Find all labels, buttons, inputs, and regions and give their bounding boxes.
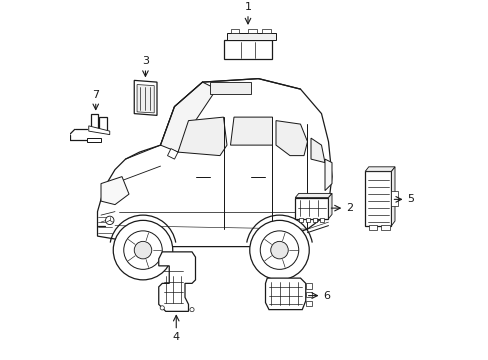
Bar xyxy=(90,114,98,127)
Bar xyxy=(226,33,275,40)
Polygon shape xyxy=(97,78,331,247)
Bar xyxy=(391,190,397,206)
Circle shape xyxy=(260,231,298,269)
Bar xyxy=(305,218,309,222)
Text: 7: 7 xyxy=(92,90,99,100)
Bar xyxy=(223,40,272,59)
Text: 6: 6 xyxy=(323,291,329,301)
Bar xyxy=(305,292,311,297)
Bar xyxy=(368,225,377,230)
Bar xyxy=(305,301,311,306)
Circle shape xyxy=(160,306,164,310)
Text: 5: 5 xyxy=(407,194,413,204)
Bar xyxy=(305,283,311,289)
Bar xyxy=(230,29,239,33)
Bar xyxy=(319,218,323,222)
Polygon shape xyxy=(325,159,331,190)
Bar xyxy=(247,29,256,33)
Text: 2: 2 xyxy=(346,203,352,213)
Polygon shape xyxy=(265,278,305,310)
Polygon shape xyxy=(101,177,129,204)
Polygon shape xyxy=(391,167,394,226)
Polygon shape xyxy=(167,149,178,159)
Text: 4: 4 xyxy=(172,332,180,342)
Circle shape xyxy=(105,216,114,225)
Bar xyxy=(312,218,316,222)
Bar xyxy=(209,82,251,94)
Polygon shape xyxy=(134,80,157,115)
Circle shape xyxy=(249,220,308,280)
Polygon shape xyxy=(137,85,154,113)
Bar xyxy=(87,138,101,142)
Circle shape xyxy=(123,231,162,269)
Bar xyxy=(99,117,107,131)
Circle shape xyxy=(113,220,172,280)
Polygon shape xyxy=(310,138,325,163)
Text: 1: 1 xyxy=(244,2,251,12)
Polygon shape xyxy=(178,117,226,156)
Polygon shape xyxy=(88,126,109,135)
Polygon shape xyxy=(160,82,216,152)
Circle shape xyxy=(189,307,194,312)
Bar xyxy=(380,225,389,230)
Polygon shape xyxy=(365,167,394,171)
Polygon shape xyxy=(328,193,331,219)
Bar xyxy=(295,198,328,219)
Circle shape xyxy=(134,241,151,259)
Bar xyxy=(365,171,391,226)
Polygon shape xyxy=(159,252,195,311)
Polygon shape xyxy=(295,193,331,198)
Bar xyxy=(262,29,270,33)
Polygon shape xyxy=(230,117,272,145)
Circle shape xyxy=(270,241,287,259)
Polygon shape xyxy=(275,121,307,156)
Bar xyxy=(298,218,303,222)
Text: 3: 3 xyxy=(142,57,149,66)
